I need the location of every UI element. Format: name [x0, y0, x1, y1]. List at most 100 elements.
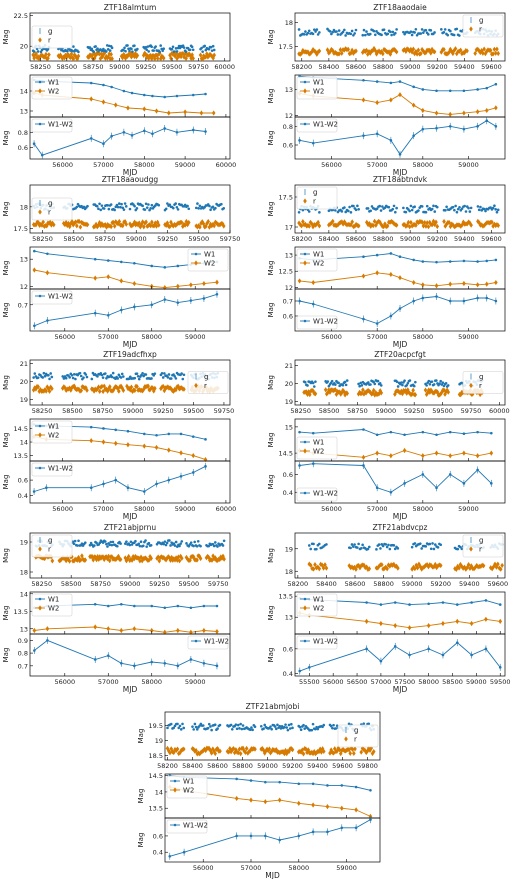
r-band-point [101, 388, 105, 395]
g-band-point [166, 202, 169, 205]
w2-point [183, 109, 187, 115]
w2-point [89, 96, 94, 102]
g-band-point [144, 46, 147, 49]
y-axis-label: Mag [267, 648, 275, 663]
x-tick-label: 58600 [346, 63, 367, 71]
legend-marker [38, 294, 42, 298]
g-band-point [150, 377, 153, 380]
r-band-point [213, 555, 218, 561]
r-band-point [305, 391, 310, 397]
g-band-point [125, 540, 128, 543]
r-band-point [309, 49, 314, 55]
w1-point [476, 88, 479, 91]
g-band-point [134, 539, 137, 543]
g-band-point [79, 374, 83, 378]
w1-point [490, 431, 493, 435]
w1-point [412, 258, 415, 262]
w1-w2-point [215, 292, 219, 296]
legend-box [31, 118, 73, 133]
legend-label: W1 [204, 251, 215, 259]
g-band-point [164, 543, 168, 547]
r-band-point [464, 566, 468, 572]
y-tick-label: 13.5 [14, 608, 28, 616]
w1-w2-point [340, 826, 344, 830]
g-band-point [468, 210, 472, 213]
g-band-point [116, 205, 120, 209]
r-band-point [198, 224, 202, 230]
g-band-point [334, 383, 337, 386]
r-band-point [175, 557, 180, 563]
r-band-point [413, 392, 418, 398]
x-tick-label: 58000 [141, 678, 162, 686]
g-band-point [441, 381, 445, 384]
legend-label: W1 [48, 596, 59, 604]
g-band-point [314, 380, 317, 383]
r-band-point [145, 53, 150, 59]
r-band-point [411, 564, 416, 570]
y-tick-label: 14.5 [14, 425, 28, 433]
w1-w2-point [215, 664, 219, 668]
g-band-point [332, 723, 335, 727]
g-band-point [194, 725, 198, 729]
r-band-point [157, 558, 162, 564]
r-band-point [432, 564, 436, 570]
r-band-point [44, 51, 48, 57]
r-band-point [367, 566, 372, 572]
g-band-point [216, 545, 219, 548]
r-band-point [75, 223, 79, 229]
g-band-point [442, 30, 446, 34]
w1-w2-point [311, 830, 315, 834]
r-band-point [142, 224, 146, 230]
g-band-point [330, 379, 334, 383]
x-tick-label: 58750 [83, 63, 104, 71]
g-band-point [387, 205, 391, 209]
g-band-point [239, 722, 242, 726]
r-band-point [304, 746, 308, 752]
g-band-point [428, 542, 432, 546]
y-tick-label: 0.4 [283, 489, 293, 497]
r-band-point [318, 561, 323, 567]
w2-point [475, 109, 480, 115]
y-axis-label: Mag [2, 433, 10, 448]
g-band-point [347, 722, 351, 726]
w1-point [264, 780, 267, 784]
w1-w2-point [46, 639, 49, 642]
g-band-point [379, 384, 383, 387]
r-band-point [438, 562, 443, 569]
r-band-point [222, 556, 226, 562]
g-band-point [367, 722, 371, 726]
g-band-point [196, 539, 200, 543]
g-band-point [104, 50, 108, 53]
g-band-point [419, 542, 422, 545]
r-band-point [120, 223, 125, 229]
y-tick-label: 19 [155, 737, 163, 745]
x-tick-label: 58500 [61, 580, 82, 588]
x-tick-label: 56000 [321, 333, 342, 341]
r-band-point [398, 390, 403, 396]
g-band-point [221, 544, 225, 547]
g-band-point [314, 30, 317, 33]
w2-point [484, 616, 488, 622]
x-axis-label: MJD [393, 168, 408, 177]
g-band-point [203, 44, 207, 48]
r-band-point [426, 224, 431, 230]
w1-point [365, 601, 368, 604]
w2-point [234, 795, 239, 802]
w1-w2-line [299, 463, 492, 493]
r-band-point [457, 48, 462, 54]
g-band-point [410, 33, 414, 37]
g-band-point [183, 203, 187, 207]
g-band-point [287, 723, 291, 727]
x-tick-label: 57000 [367, 505, 388, 513]
g-band-point [119, 376, 123, 379]
r-band-point [134, 54, 139, 60]
g-band-point [361, 33, 365, 37]
r-band-point [461, 390, 465, 396]
r-band-point [482, 46, 486, 52]
g-band-point [177, 726, 181, 730]
g-band-point [133, 44, 136, 47]
w1-w2-point [163, 127, 166, 130]
y-axis-label: Mag [2, 89, 10, 104]
g-band-point [141, 204, 144, 208]
r-band-point [406, 219, 411, 225]
